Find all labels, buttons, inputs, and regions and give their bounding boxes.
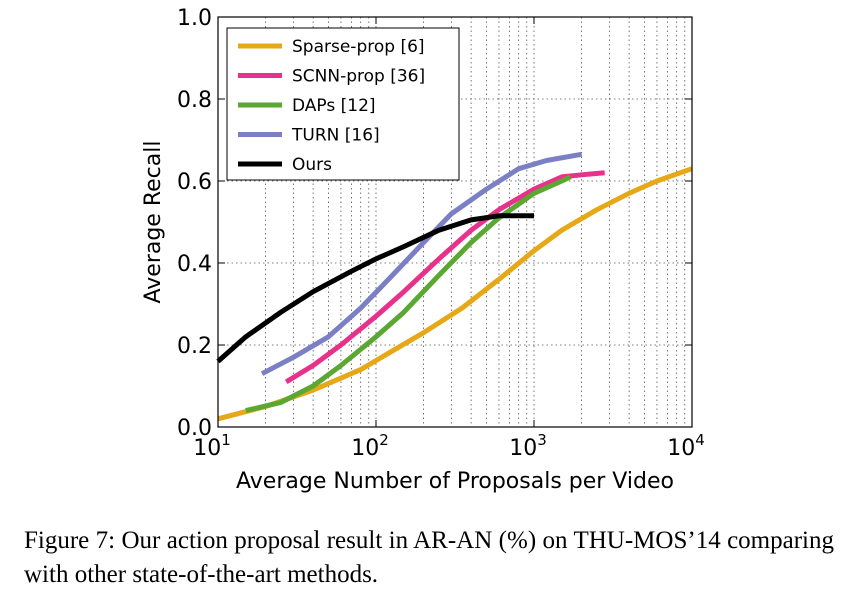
series-line-turn-16 <box>260 151 583 376</box>
plot-frame <box>217 16 693 428</box>
y-tick-label: 0.0 <box>177 416 212 441</box>
x-tick-label: 104 <box>667 431 705 461</box>
x-tick-label: 103 <box>509 431 547 461</box>
legend-label-scnn-prop-36: SCNN-prop [36] <box>292 67 425 87</box>
x-tick-label: 101 <box>193 431 231 461</box>
y-tick-label: 1.0 <box>177 6 212 31</box>
series-lines <box>216 151 693 422</box>
series-line-sparse-prop-6 <box>217 166 693 422</box>
figure-caption: Figure 7: Our action proposal result in … <box>24 527 834 588</box>
x-tick-base: 10 <box>351 436 379 461</box>
series-line-scnn-prop-36 <box>284 170 605 385</box>
legend-label-sparse-prop-6: Sparse-prop [6] <box>292 37 425 57</box>
legend-label-daps-12: DAPs [12] <box>292 96 376 116</box>
x-tick-exponent: 1 <box>221 431 231 449</box>
y-tick-label: 0.2 <box>177 334 212 359</box>
x-tick-exponent: 4 <box>695 431 705 449</box>
y-axis-title: Average Recall <box>141 141 166 304</box>
x-tick-base: 10 <box>667 436 695 461</box>
x-tick-base: 10 <box>509 436 537 461</box>
legend-label-ours: Ours <box>292 155 332 175</box>
x-tick-base: 10 <box>193 436 221 461</box>
y-tick-label: 0.6 <box>177 170 212 195</box>
y-tick-label: 0.8 <box>177 88 212 113</box>
series-line-daps-12 <box>245 174 572 414</box>
series-line-ours <box>216 213 534 364</box>
y-tick-label: 0.4 <box>177 252 212 277</box>
x-tick-exponent: 2 <box>379 431 389 449</box>
x-tick-exponent: 3 <box>537 431 547 449</box>
legend: Sparse-prop [6] SCNN-prop [36] DAPs [12] TU… <box>226 27 460 181</box>
legend-label-turn-16: TURN [16] <box>291 126 380 146</box>
x-axis-title: Average Number of Proposals per Video <box>236 469 674 494</box>
x-tick-label: 102 <box>351 431 389 461</box>
